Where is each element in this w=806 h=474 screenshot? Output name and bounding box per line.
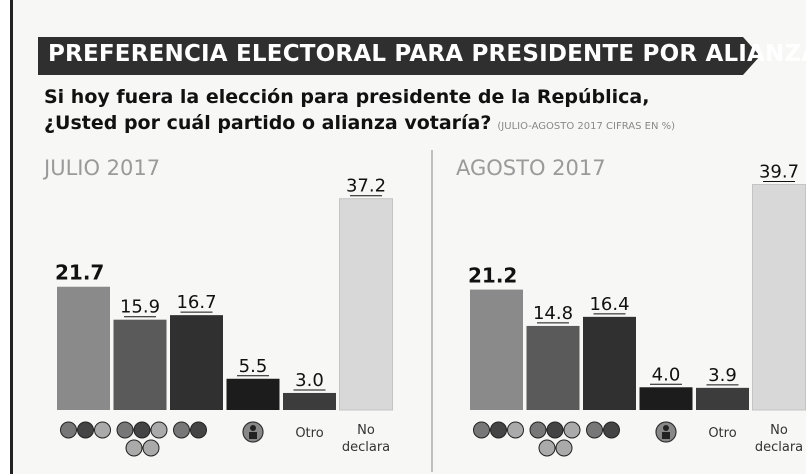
chart-title: PREFERENCIA ELECTORAL PARA PRESIDENTE PO… <box>48 41 806 67</box>
data-label: 15.9 <box>120 297 160 318</box>
question-line-2-text: ¿Usted por cuál partido o alianza votarí… <box>44 112 492 134</box>
party-logo-icon <box>60 421 77 439</box>
person-body-icon <box>662 432 670 439</box>
party-logo-icon <box>473 421 490 439</box>
party-logo-icon <box>142 439 160 457</box>
title-banner-arrow <box>743 37 760 75</box>
party-logo-icon <box>546 421 564 439</box>
party-logo-icon <box>555 439 573 457</box>
party-logo-icon <box>133 421 151 439</box>
data-label: 21.7 <box>55 261 104 285</box>
bar <box>752 184 806 411</box>
tick-label: No <box>770 423 788 438</box>
question-line-1: Si hoy fuera la elección para presidente… <box>44 86 650 108</box>
tick-label: declara <box>342 440 390 455</box>
bar <box>113 319 167 410</box>
party-logo-icon <box>190 421 207 439</box>
person-head-icon <box>663 425 669 431</box>
tick-label: Otro <box>708 426 736 441</box>
data-label: 3.9 <box>708 365 737 386</box>
question-line-2: ¿Usted por cuál partido o alianza votarí… <box>44 112 675 134</box>
party-logo-icon <box>150 421 168 439</box>
party-logo-icon <box>586 421 603 439</box>
bar <box>696 387 749 410</box>
bar <box>283 392 336 410</box>
bar <box>526 325 580 410</box>
data-label: 39.7 <box>759 162 799 183</box>
bar <box>583 316 636 410</box>
bar <box>226 378 280 410</box>
party-logo-icon <box>125 439 143 457</box>
party-logo-icon <box>77 421 94 439</box>
panel-title: AGOSTO 2017 <box>456 156 606 180</box>
tick-label: Otro <box>295 426 323 441</box>
data-label: 4.0 <box>652 364 681 385</box>
party-logo-icon <box>94 421 111 439</box>
data-label: 21.2 <box>468 264 517 288</box>
bar <box>170 315 223 410</box>
party-logo-icon <box>490 421 507 439</box>
party-logo-icon <box>603 421 620 439</box>
bar <box>57 286 110 410</box>
data-label: 5.5 <box>239 356 268 377</box>
tick-label: No <box>357 423 375 438</box>
data-label: 16.4 <box>589 294 629 315</box>
data-label: 14.8 <box>533 303 573 324</box>
person-body-icon <box>249 432 257 439</box>
data-label: 3.0 <box>295 370 324 391</box>
party-logo-icon <box>507 421 524 439</box>
party-logo-icon <box>563 421 581 439</box>
data-label: 37.2 <box>346 176 386 197</box>
question-note: (JULIO-AGOSTO 2017 CIFRAS EN %) <box>497 121 676 132</box>
party-logo-icon <box>529 421 547 439</box>
tick-label: declara <box>755 440 803 455</box>
bar <box>470 289 523 410</box>
party-logo-icon <box>116 421 134 439</box>
bar <box>339 198 393 411</box>
bar <box>639 387 693 410</box>
person-head-icon <box>250 425 256 431</box>
party-logo-icon <box>538 439 556 457</box>
data-label: 16.7 <box>176 292 216 313</box>
party-logo-icon <box>173 421 190 439</box>
title-banner <box>38 37 743 75</box>
panel-title: JULIO 2017 <box>42 156 160 180</box>
